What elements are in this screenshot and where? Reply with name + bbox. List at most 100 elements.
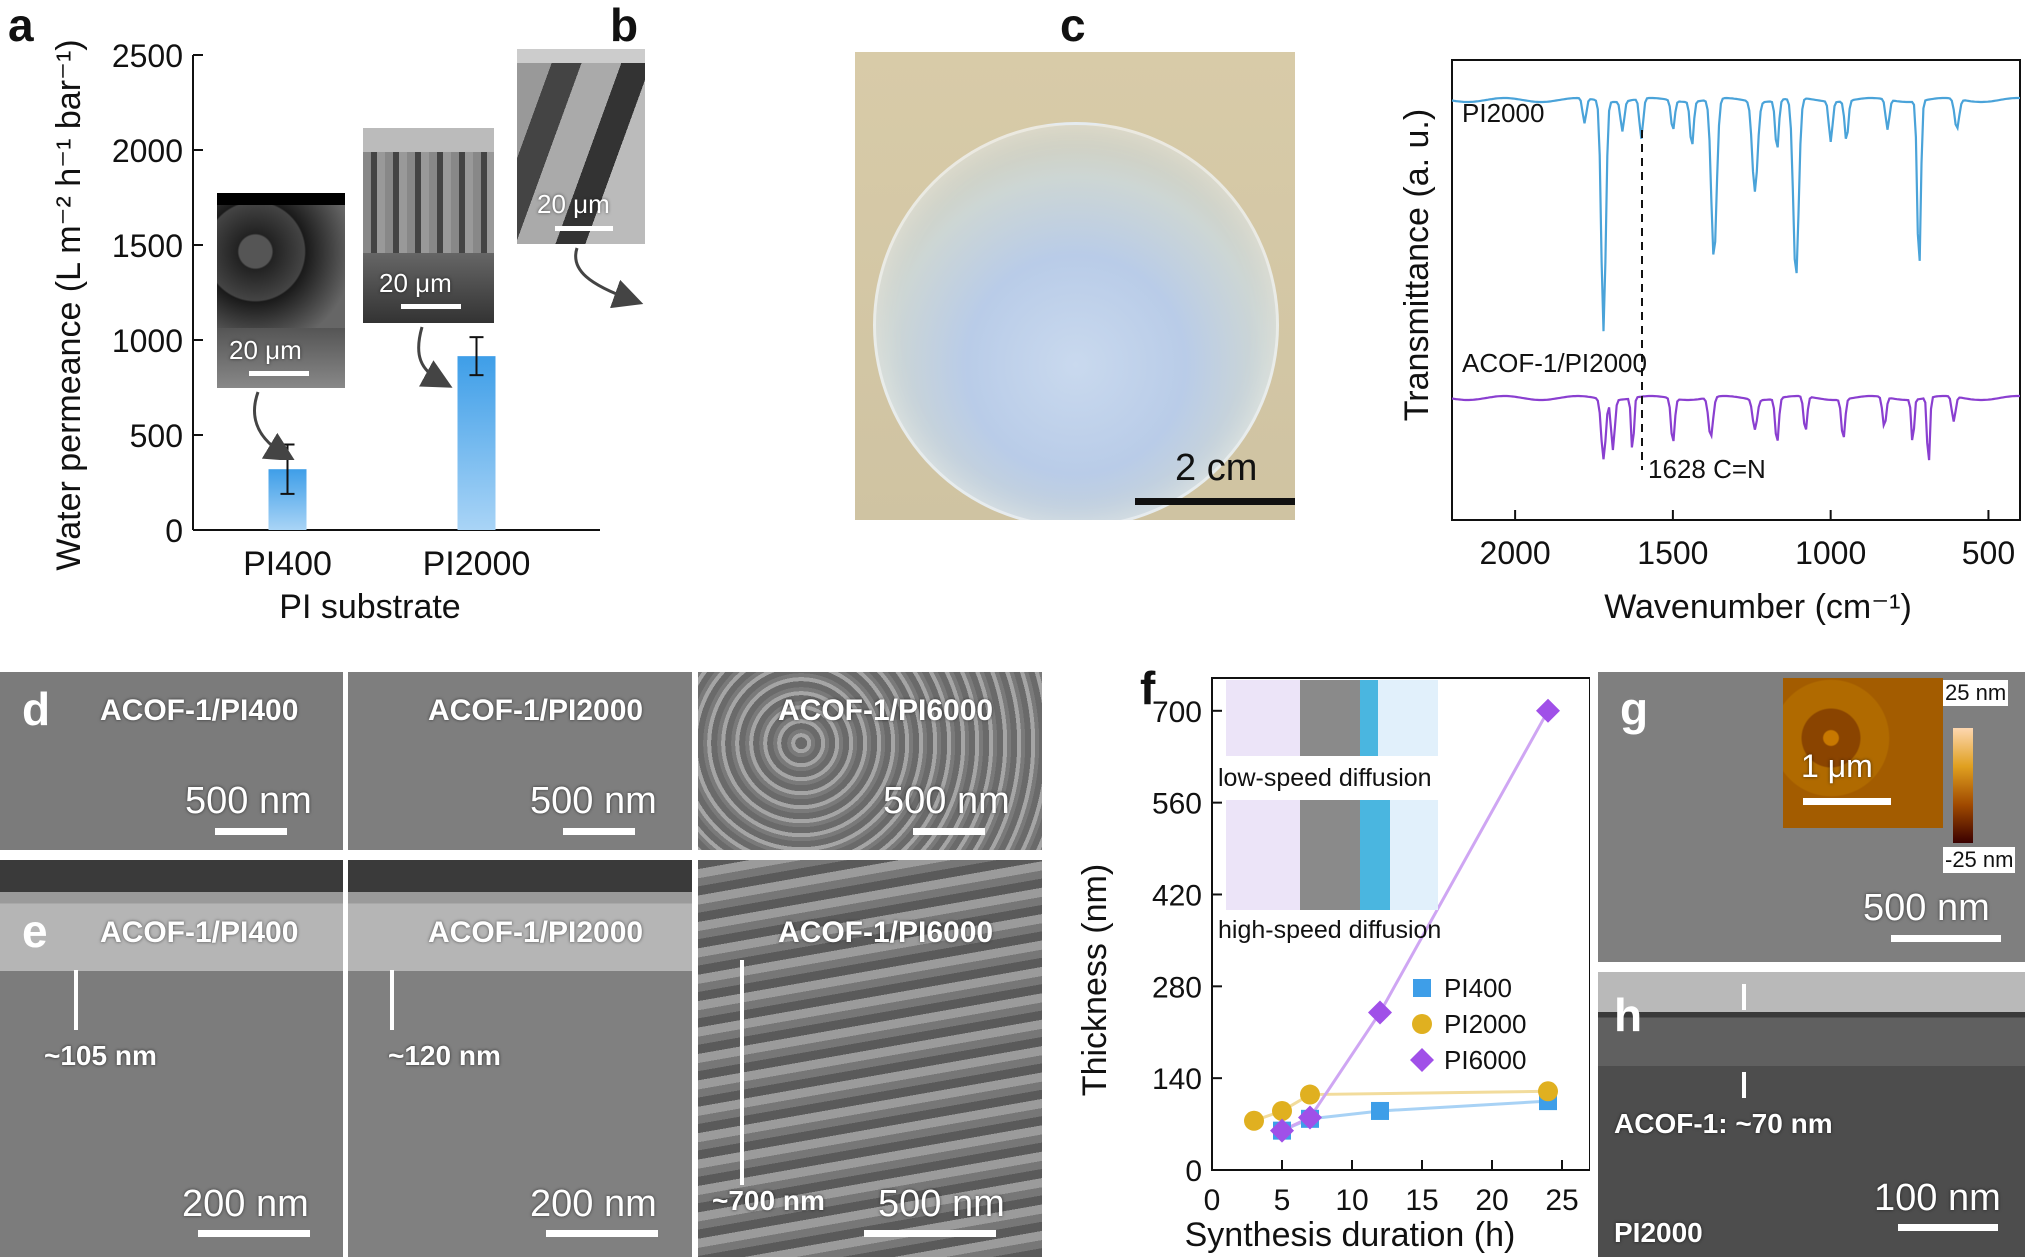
point-pi6000 xyxy=(1298,1105,1322,1130)
tem-h-substrate: PI2000 xyxy=(1614,1217,1703,1248)
panel-f-xtick-label: 10 xyxy=(1335,1184,1368,1217)
panel-f-legend: PI400 PI2000 PI6000 xyxy=(1410,973,1526,1075)
point-pi2000 xyxy=(1272,1100,1292,1121)
panel-c-xtick-label: 1000 xyxy=(1795,535,1866,571)
panel-a-xlabel: PI substrate xyxy=(279,588,460,626)
panel-a-ytick-label: 1500 xyxy=(112,228,183,264)
panel-f-ytick-label: 280 xyxy=(1152,971,1202,1004)
panel-a-xtick-label: PI2000 xyxy=(423,545,531,583)
sem-d-pi2000-scale: 500 nm xyxy=(530,780,657,822)
sem-e-pi6000-title: ACOF-1/PI6000 xyxy=(778,916,994,949)
legend-marker-pi6000 xyxy=(1410,1048,1434,1072)
panel-a-ytick-label: 500 xyxy=(130,418,183,454)
panel-label-c: c xyxy=(1060,0,1086,51)
sem-inset-pi400-scale: 20 μm xyxy=(229,335,302,365)
sem-e-pi2000-scale: 200 nm xyxy=(530,1183,657,1225)
panel-a-ytick-label: 0 xyxy=(165,513,183,549)
sem-inset-pi6000: 20 μm xyxy=(517,49,645,244)
sem-d-pi2000-title: ACOF-1/PI2000 xyxy=(428,694,644,727)
panel-f-ytick-label: 140 xyxy=(1152,1063,1202,1096)
panel-a-ytick-label: 1000 xyxy=(112,323,183,359)
series-line-pi6000 xyxy=(1281,710,1550,1132)
panel-f-ylabel: Thickness (nm) xyxy=(1076,864,1114,1096)
sem-e-pi6000-scale: 500 nm xyxy=(878,1183,1005,1225)
sem-inset-pi6000-scale: 20 μm xyxy=(537,189,610,219)
legend-label-pi2000: PI2000 xyxy=(1444,1009,1526,1039)
tem-h-scale: 100 nm xyxy=(1874,1177,2001,1219)
panel-label-d: d xyxy=(22,683,51,735)
membrane-disc xyxy=(873,122,1279,520)
sem-d-pi400: d ACOF-1/PI400 500 nm xyxy=(0,672,343,850)
sem-e-pi2000-thickness: ~120 nm xyxy=(388,1040,501,1071)
panel-label-f: f xyxy=(1140,662,1156,714)
panel-a-ytick-label: 2000 xyxy=(112,133,183,169)
colorbar-min: -25 nm xyxy=(1943,847,2016,873)
panel-f-ytick-label: 420 xyxy=(1152,879,1202,912)
inset-high-speed: high-speed diffusion xyxy=(1218,916,1441,944)
panel-f-xtick-label: 20 xyxy=(1475,1184,1508,1217)
afm-colorbar xyxy=(1953,728,1973,843)
sem-inset-pi2000-scale: 20 μm xyxy=(379,268,452,298)
panel-c-xtick-label: 2000 xyxy=(1480,535,1551,571)
sem-e-pi2000-title: ACOF-1/PI2000 xyxy=(428,916,644,949)
sem-d-pi400-title: ACOF-1/PI400 xyxy=(100,694,299,727)
legend-marker-pi400 xyxy=(1413,979,1431,997)
tem-h: h ACOF-1: ~70 nm PI2000 100 nm xyxy=(1598,972,2025,1257)
sem-d-pi400-scale: 500 nm xyxy=(185,780,312,822)
sem-d-pi6000: ACOF-1/PI6000 500 nm xyxy=(698,672,1042,850)
sem-e-pi6000-thickness: ~700 nm xyxy=(712,1185,825,1216)
tem-h-thickness: ACOF-1: ~70 nm xyxy=(1614,1108,1833,1139)
ftir-annotation: 1628 C=N xyxy=(1648,454,1766,484)
sem-e-pi2000: ACOF-1/PI2000 ~120 nm 200 nm xyxy=(348,860,692,1257)
panel-label-a: a xyxy=(8,0,34,51)
sem-e-pi6000: ACOF-1/PI6000 ~700 nm 500 nm xyxy=(698,860,1042,1257)
legend-marker-pi2000 xyxy=(1412,1014,1432,1034)
panel-a-ylabel: Water permeance (L m⁻² h⁻¹ bar⁻¹) xyxy=(50,39,88,570)
sem-g-scale: 500 nm xyxy=(1863,887,1990,929)
point-pi6000 xyxy=(1368,1000,1392,1025)
point-pi6000 xyxy=(1270,1118,1294,1143)
panel-f-ytick-label: 0 xyxy=(1185,1155,1202,1188)
sem-e-pi400: e ACOF-1/PI400 ~105 nm 200 nm xyxy=(0,860,343,1257)
panel-a-ytick-label: 2500 xyxy=(112,38,183,74)
point-pi2000 xyxy=(1300,1084,1320,1105)
diffusion-schematic: low-speed diffusion high-speed diffusion xyxy=(1218,680,1441,944)
membrane-photo: 2 cm xyxy=(855,52,1295,520)
panel-label-h: h xyxy=(1614,989,1643,1041)
sem-d-pi2000: ACOF-1/PI2000 500 nm xyxy=(348,672,692,850)
panel-label-e: e xyxy=(22,905,48,957)
panel-f-xtick-label: 15 xyxy=(1405,1184,1438,1217)
panel-b-scale-label: 2 cm xyxy=(1175,447,1258,489)
panel-a-xtick-label: PI400 xyxy=(243,545,332,583)
point-pi400 xyxy=(1371,1101,1389,1120)
ftir-acof-line xyxy=(1451,394,2020,461)
sem-inset-pi400: 20 μm xyxy=(217,193,345,388)
sem-d-pi6000-title: ACOF-1/PI6000 xyxy=(778,694,994,727)
panel-c-ylabel: Transmittance (a. u.) xyxy=(1398,109,1436,421)
sem-d-pi6000-scale: 500 nm xyxy=(883,780,1010,822)
legend-label-pi6000: PI6000 xyxy=(1444,1045,1526,1075)
sem-e-pi400-thickness: ~105 nm xyxy=(44,1040,157,1071)
point-pi2000 xyxy=(1538,1081,1558,1102)
sem-e-pi400-title: ACOF-1/PI400 xyxy=(100,916,299,949)
panel-f-frame xyxy=(1211,677,1590,1171)
sem-inset-pi2000: 20 μm xyxy=(363,128,494,323)
panel-f-ytick-label: 700 xyxy=(1152,696,1202,729)
permeance-bar-chart: 05001000150020002500PI400PI2000PI6000 Wa… xyxy=(50,38,600,626)
panel-f-xtick-label: 5 xyxy=(1274,1184,1291,1217)
bar-pi2000 xyxy=(457,356,496,530)
panel-f-ytick-label: 560 xyxy=(1152,788,1202,821)
panel-f-xtick-label: 0 xyxy=(1204,1184,1221,1217)
inset-arrows xyxy=(253,247,644,460)
afm-inset: 1 μm xyxy=(1783,678,1943,828)
panel-f-xlabel: Synthesis duration (h) xyxy=(1185,1216,1516,1254)
series-line-pi400 xyxy=(1281,1099,1549,1133)
panel-c-xtick-label: 500 xyxy=(1962,535,2015,571)
panel-c-xtick-label: 1500 xyxy=(1637,535,1708,571)
inset-low-speed: low-speed diffusion xyxy=(1218,764,1432,792)
panel-f-xtick-label: 25 xyxy=(1545,1184,1578,1217)
panel-c-frame xyxy=(1451,59,2021,521)
ftir-spectra: 2000 1500 1000 500 PI2000 ACOF-1/PI2000 162… xyxy=(1398,59,2021,626)
afm-inset-scale: 1 μm xyxy=(1801,748,1873,784)
panel-c-xlabel: Wavenumber (cm⁻¹) xyxy=(1604,588,1912,626)
